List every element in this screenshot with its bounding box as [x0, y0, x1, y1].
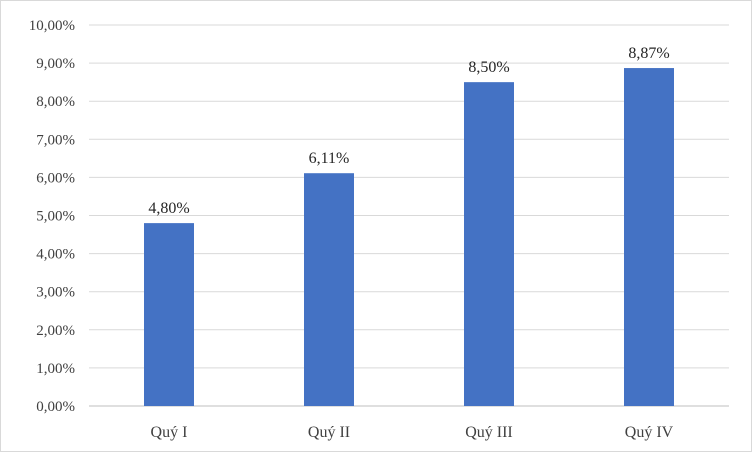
y-tick-label: 6,00% — [36, 170, 75, 186]
y-tick-label: 5,00% — [36, 209, 75, 225]
x-tick-label: Quý II — [308, 424, 350, 441]
y-tick-label: 3,00% — [36, 285, 75, 301]
y-tick-label: 7,00% — [36, 132, 75, 148]
data-label: 8,87% — [628, 45, 669, 62]
x-tick-label: Quý III — [465, 424, 513, 441]
y-tick-label: 1,00% — [36, 361, 75, 377]
y-tick-label: 8,00% — [36, 94, 75, 110]
y-tick-label: 0,00% — [36, 399, 75, 415]
bar — [304, 173, 354, 406]
y-tick-label: 9,00% — [36, 56, 75, 72]
x-tick-label: Quý IV — [625, 424, 674, 441]
x-tick-label: Quý I — [151, 424, 188, 441]
data-label: 4,80% — [148, 200, 189, 217]
y-tick-label: 10,00% — [29, 18, 75, 34]
data-label: 6,11% — [309, 150, 350, 167]
y-tick-label: 4,00% — [36, 247, 75, 263]
y-tick-label: 2,00% — [36, 323, 75, 339]
bar — [464, 82, 514, 407]
data-label: 8,50% — [468, 59, 509, 76]
bar — [624, 68, 674, 406]
bar — [144, 223, 194, 406]
